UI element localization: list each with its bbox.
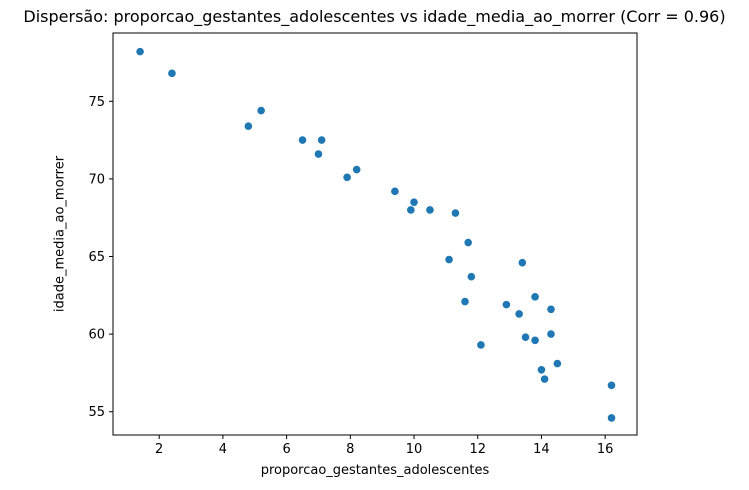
y-tick-label: 55 (88, 405, 105, 420)
plot-area-frame (112, 32, 638, 436)
y-tick-label: 70 (88, 172, 105, 187)
data-point (607, 381, 616, 390)
data-point (521, 333, 530, 342)
data-point (445, 255, 453, 264)
data-point (410, 198, 418, 206)
data-point (531, 293, 539, 301)
y-tick-label: 65 (88, 250, 105, 265)
x-tick-label: 4 (219, 442, 227, 457)
data-point (317, 136, 326, 144)
data-point (547, 305, 555, 314)
x-tick-label: 10 (406, 442, 423, 457)
data-point (464, 238, 472, 247)
y-axis-label: idade_media_ao_morrer (52, 155, 68, 313)
data-point (343, 173, 351, 182)
x-axis-label: proporcao_gestantes_adolescentes (260, 463, 490, 478)
data-point (518, 258, 527, 267)
data-point (607, 414, 616, 422)
data-point (136, 47, 144, 56)
x-tick-label: 16 (597, 442, 614, 457)
data-point (391, 187, 399, 196)
x-tick-label: 2 (155, 442, 163, 457)
data-point (477, 341, 485, 349)
data-point (547, 330, 555, 338)
data-point (502, 300, 511, 309)
data-point (531, 336, 539, 345)
x-tick-label: 8 (346, 442, 354, 457)
data-point (467, 272, 476, 281)
data-point (244, 122, 253, 130)
x-tick-label: 6 (282, 442, 290, 457)
data-point (298, 136, 307, 144)
data-point (553, 359, 562, 368)
data-point (352, 165, 361, 174)
data-point (426, 206, 434, 214)
x-tick-label: 12 (469, 442, 486, 457)
y-tick-label: 75 (88, 95, 105, 110)
data-point (314, 150, 323, 158)
data-point (461, 297, 469, 306)
data-point (407, 206, 415, 214)
data-point (257, 106, 265, 115)
data-point (540, 375, 549, 383)
data-point (451, 209, 460, 217)
x-tick-label: 14 (533, 442, 550, 457)
data-point (168, 69, 176, 78)
data-point (515, 310, 523, 318)
data-point (537, 366, 546, 374)
y-tick-label: 60 (88, 328, 105, 343)
chart-title: Dispersão: proporcao_gestantes_adolescen… (23, 7, 726, 26)
